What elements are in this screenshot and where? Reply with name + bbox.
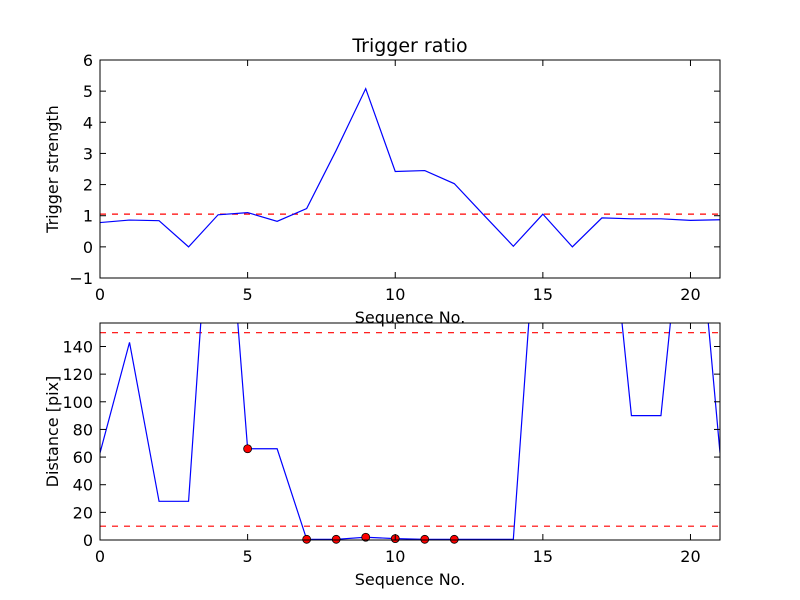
bottom-y-tick-label: 140 [62, 337, 93, 356]
top-chart-title: Trigger ratio [351, 35, 467, 57]
bottom-y-tick-label: 120 [62, 365, 93, 384]
top-y-tick-label: 2 [83, 176, 93, 195]
top-y-tick-label: −1 [69, 269, 93, 288]
bottom-x-tick-label: 0 [95, 547, 105, 566]
bottom-series-line-0 [100, 323, 720, 540]
bottom-y-tick-label: 60 [73, 448, 93, 467]
bottom-marker-point [243, 444, 253, 454]
bottom-x-tick-label: 10 [385, 547, 405, 566]
top-y-axis-label: Trigger strength [43, 105, 62, 234]
bottom-marker-point [361, 532, 371, 542]
top-y-tick-label: 1 [83, 207, 93, 226]
top-x-tick-label: 5 [243, 285, 253, 304]
top-y-tick-label: 6 [83, 51, 93, 70]
top-x-tick-label: 20 [680, 285, 700, 304]
top-y-tick-label: 5 [83, 82, 93, 101]
bottom-y-tick-label: 100 [62, 393, 93, 412]
top-x-tick-label: 0 [95, 285, 105, 304]
top-x-axis-label: Sequence No. [355, 308, 466, 327]
top-x-tick-label: 10 [385, 285, 405, 304]
bottom-y-tick-label: 80 [73, 420, 93, 439]
top-axes-frame [99, 59, 721, 279]
top-y-tick-label: 4 [83, 113, 93, 132]
bottom-y-tick-label: 0 [83, 531, 93, 550]
bottom-x-tick-label: 20 [680, 547, 700, 566]
top-y-tick-label: 0 [83, 238, 93, 257]
bottom-y-axis-label: Distance [pix] [43, 376, 62, 488]
bottom-marker-point [449, 534, 459, 544]
bottom-axes-frame [99, 322, 721, 541]
bottom-y-tick-label: 40 [73, 476, 93, 495]
top-x-tick-label: 15 [533, 285, 553, 304]
bottom-marker-point [331, 534, 341, 544]
bottom-plot: 0 5 10 15 20 0 20 40 60 80 100 120 140 Sequence No. Di… [43, 322, 721, 589]
top-y-tick-label: 3 [83, 144, 93, 163]
bottom-x-tick-label: 15 [533, 547, 553, 566]
top-series-line-0 [100, 87, 720, 248]
bottom-marker-point [302, 534, 312, 544]
bottom-x-tick-label: 5 [243, 547, 253, 566]
bottom-marker-point [420, 534, 430, 544]
bottom-x-axis-label: Sequence No. [355, 570, 466, 589]
bottom-y-tick-label: 20 [73, 503, 93, 522]
